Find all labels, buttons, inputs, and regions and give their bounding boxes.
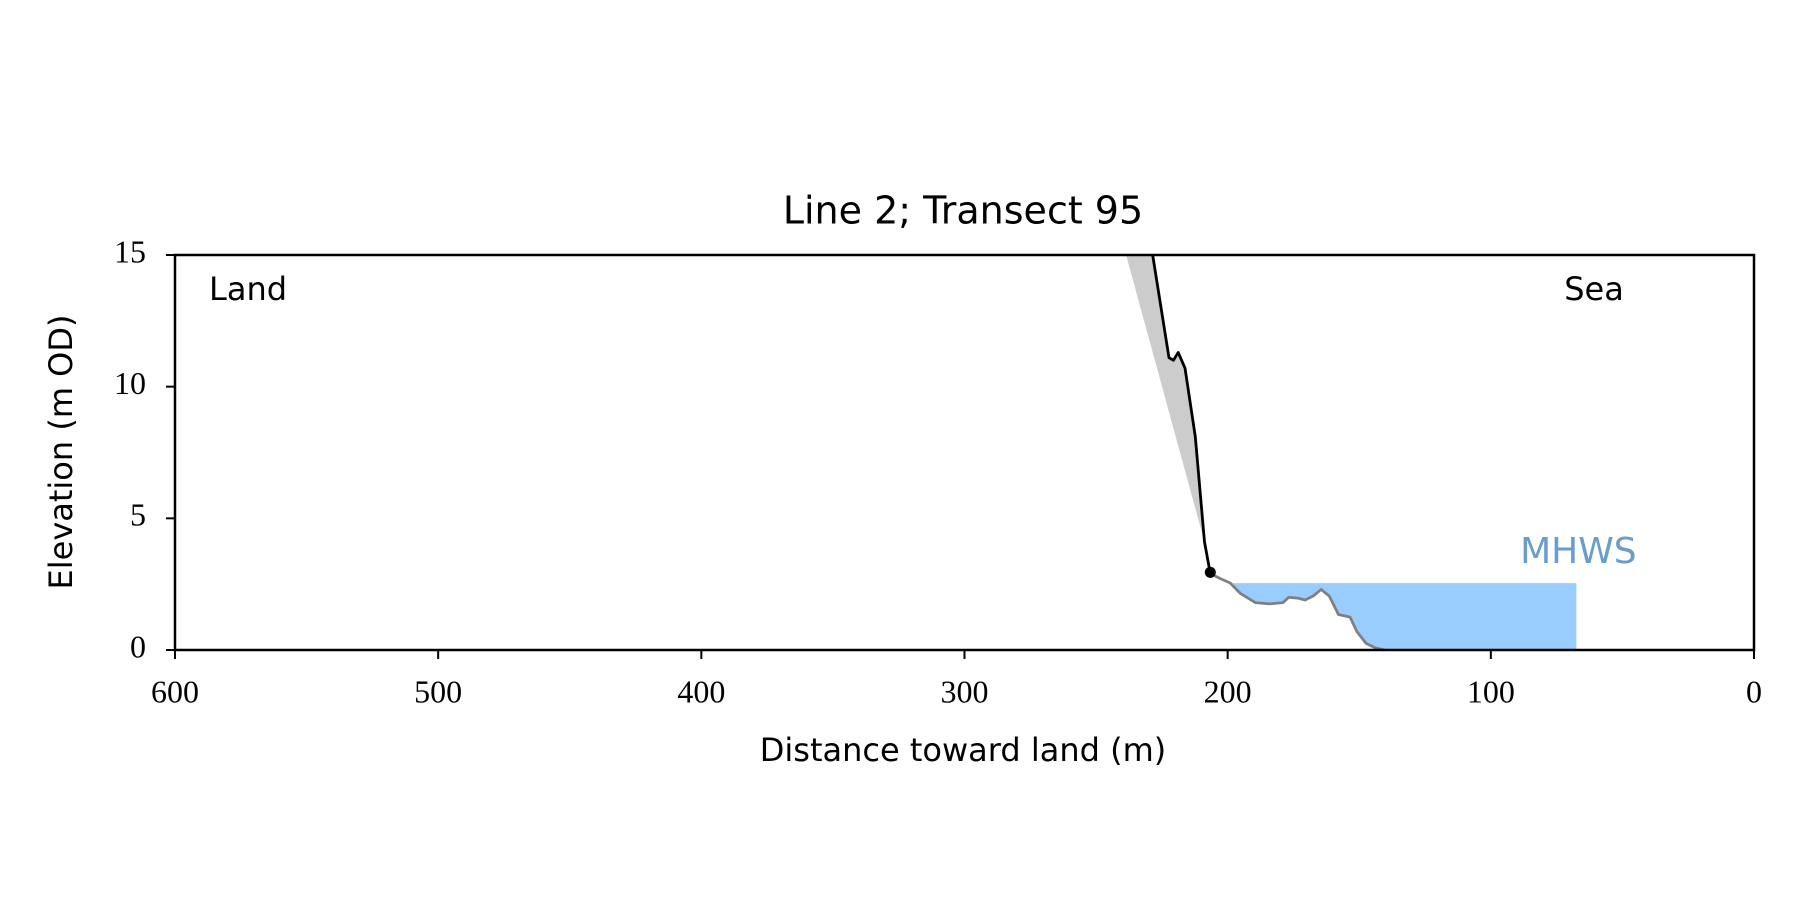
x-tick-label: 600 [151, 673, 199, 709]
profile-line [1209, 572, 1385, 652]
profile-line [1151, 254, 1212, 574]
x-tick-label: 500 [414, 673, 462, 709]
sea-label: Sea [1564, 270, 1624, 308]
y-tick-label: 15 [114, 233, 146, 269]
y-axis-label: Elevation (m OD) [42, 315, 80, 590]
x-tick-label: 200 [1204, 673, 1252, 709]
y-tick-label: 0 [130, 628, 146, 664]
chart-title: Line 2; Transect 95 [783, 189, 1143, 233]
x-axis-label: Distance toward land (m) [760, 731, 1166, 769]
land-label: Land [209, 270, 287, 308]
mhws-area [1232, 583, 1577, 650]
x-tick-label: 100 [1467, 673, 1515, 709]
cliff-shade [1126, 255, 1205, 543]
x-tick-label: 0 [1746, 673, 1762, 709]
cliff-toe-marker [1204, 566, 1216, 578]
y-tick-label: 5 [130, 497, 146, 533]
y-tick-label: 10 [114, 365, 146, 401]
mhws-label: MHWS [1520, 531, 1637, 572]
x-tick-label: 400 [677, 673, 725, 709]
x-tick-label: 300 [941, 673, 989, 709]
